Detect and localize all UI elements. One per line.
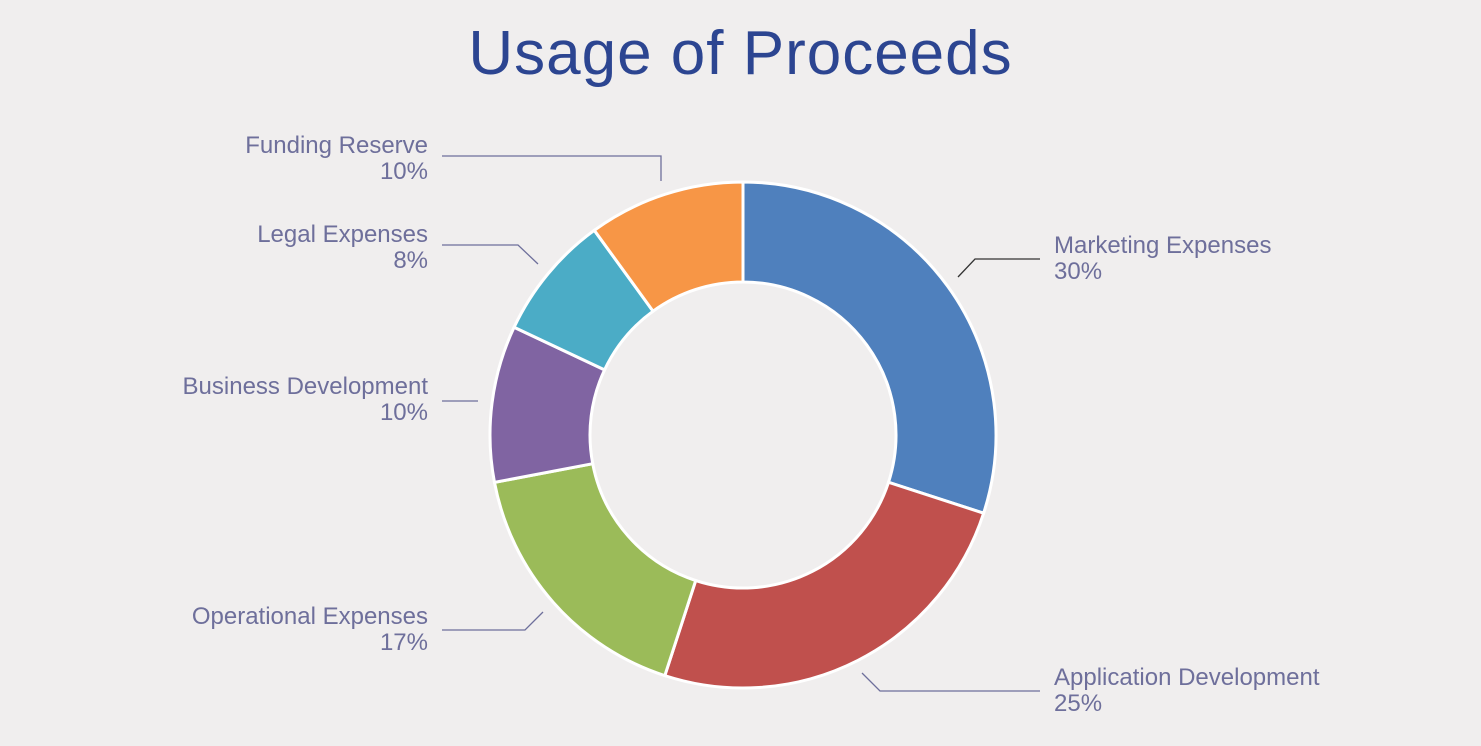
slice-application-development (662, 480, 986, 690)
slice-value-application-development: 25% (1054, 690, 1102, 717)
slice-marketing-expenses (741, 180, 998, 516)
slice-label-operational-expenses: Operational Expenses (192, 603, 428, 630)
slice-value-legal-expenses: 8% (393, 247, 428, 274)
leader-lines (442, 155, 1040, 692)
slice-label-funding-reserve: Funding Reserve (245, 132, 428, 159)
leader-line-legal-expenses (442, 244, 539, 265)
slice-value-funding-reserve: 10% (380, 158, 428, 185)
slice-label-application-development: Application Development (1054, 664, 1320, 691)
slice-value-business-development: 10% (380, 399, 428, 426)
leader-line-application-development (861, 672, 1040, 692)
slice-label-marketing-expenses: Marketing Expenses (1054, 232, 1271, 259)
leader-line-funding-reserve (442, 155, 662, 181)
slice-label-business-development: Business Development (183, 373, 429, 400)
leader-line-marketing-expenses (957, 258, 1040, 278)
donut-slices (488, 180, 998, 690)
slice-value-operational-expenses: 17% (380, 629, 428, 656)
slice-label-legal-expenses: Legal Expenses (257, 221, 428, 248)
slice-funding-reserve (592, 180, 745, 314)
slice-operational-expenses (492, 461, 698, 678)
leader-line-operational-expenses (442, 611, 544, 631)
chart-title: Usage of Proceeds (468, 19, 1013, 88)
slice-value-marketing-expenses: 30% (1054, 258, 1102, 285)
